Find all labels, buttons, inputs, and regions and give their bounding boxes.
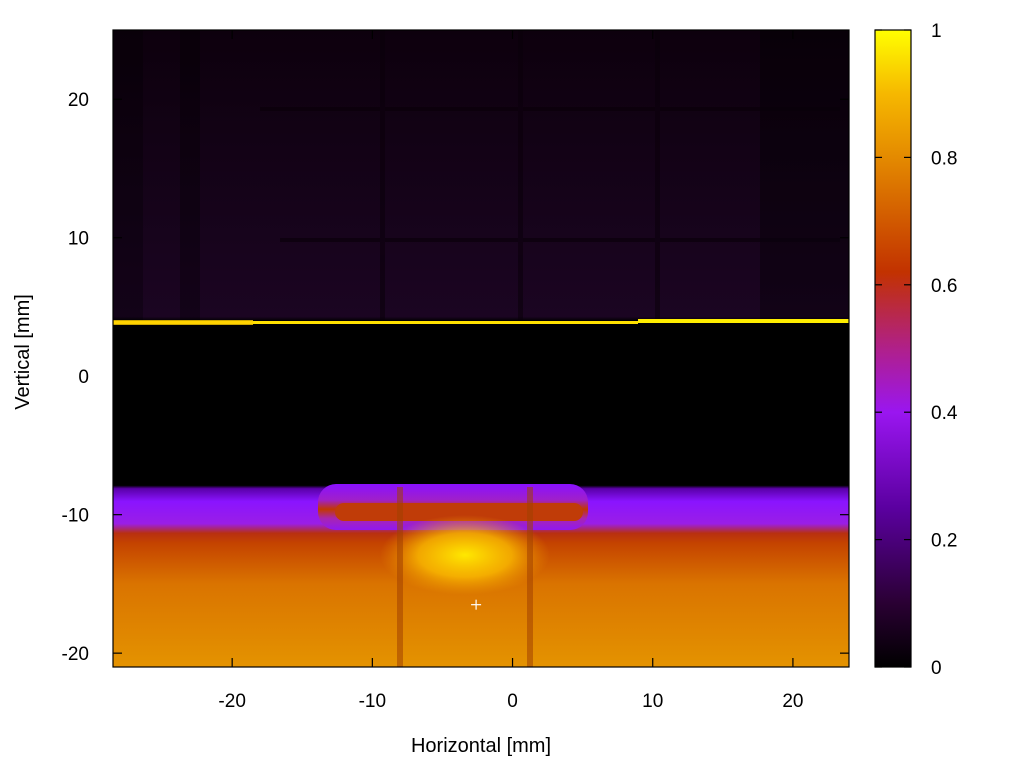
x-tick-label: 0	[507, 691, 518, 712]
x-tick-label: 20	[782, 691, 803, 712]
colorbar-tick-label: 0.4	[931, 403, 958, 424]
bright-line-left	[113, 321, 638, 324]
bright-line-left-glow	[113, 320, 253, 325]
colorbar-tick-label: 0.2	[931, 531, 957, 552]
colorbar-tick-label: 0.8	[931, 148, 957, 169]
x-tick-label: -20	[218, 691, 245, 712]
plot-frame	[112, 29, 850, 668]
colorbar-tick-label: 1	[931, 21, 942, 42]
colorbar-tick-label: 0.6	[931, 276, 957, 297]
x-axis: -20 -10 0 10 20	[218, 30, 803, 712]
colorbar: 0 0.2 0.4 0.6 0.8 1	[874, 21, 958, 679]
lower-striations	[397, 487, 533, 667]
hot-spot	[380, 515, 550, 595]
y-tick-label: -10	[62, 506, 89, 527]
y-tick-label: 0	[78, 367, 89, 388]
bright-line-right	[638, 319, 849, 323]
x-tick-label: -10	[359, 691, 386, 712]
y-tick-label: 10	[68, 229, 89, 250]
upper-grid-stripes	[113, 30, 849, 320]
cross-marker	[471, 599, 482, 610]
colorbar-ticks: 0 0.2 0.4 0.6 0.8 1	[875, 21, 958, 679]
colorbar-gradient	[874, 29, 912, 668]
x-tick-label: 10	[642, 691, 663, 712]
x-axis-label: Horizontal [mm]	[411, 735, 551, 757]
y-tick-label: -20	[62, 644, 89, 665]
y-axis-label: Vertical [mm]	[12, 294, 34, 410]
colorbar-tick-label: 0	[931, 658, 942, 679]
heatmap-image	[113, 30, 849, 667]
y-axis: -20 -10 0 10 20	[62, 90, 849, 665]
y-tick-label: 20	[68, 90, 89, 111]
